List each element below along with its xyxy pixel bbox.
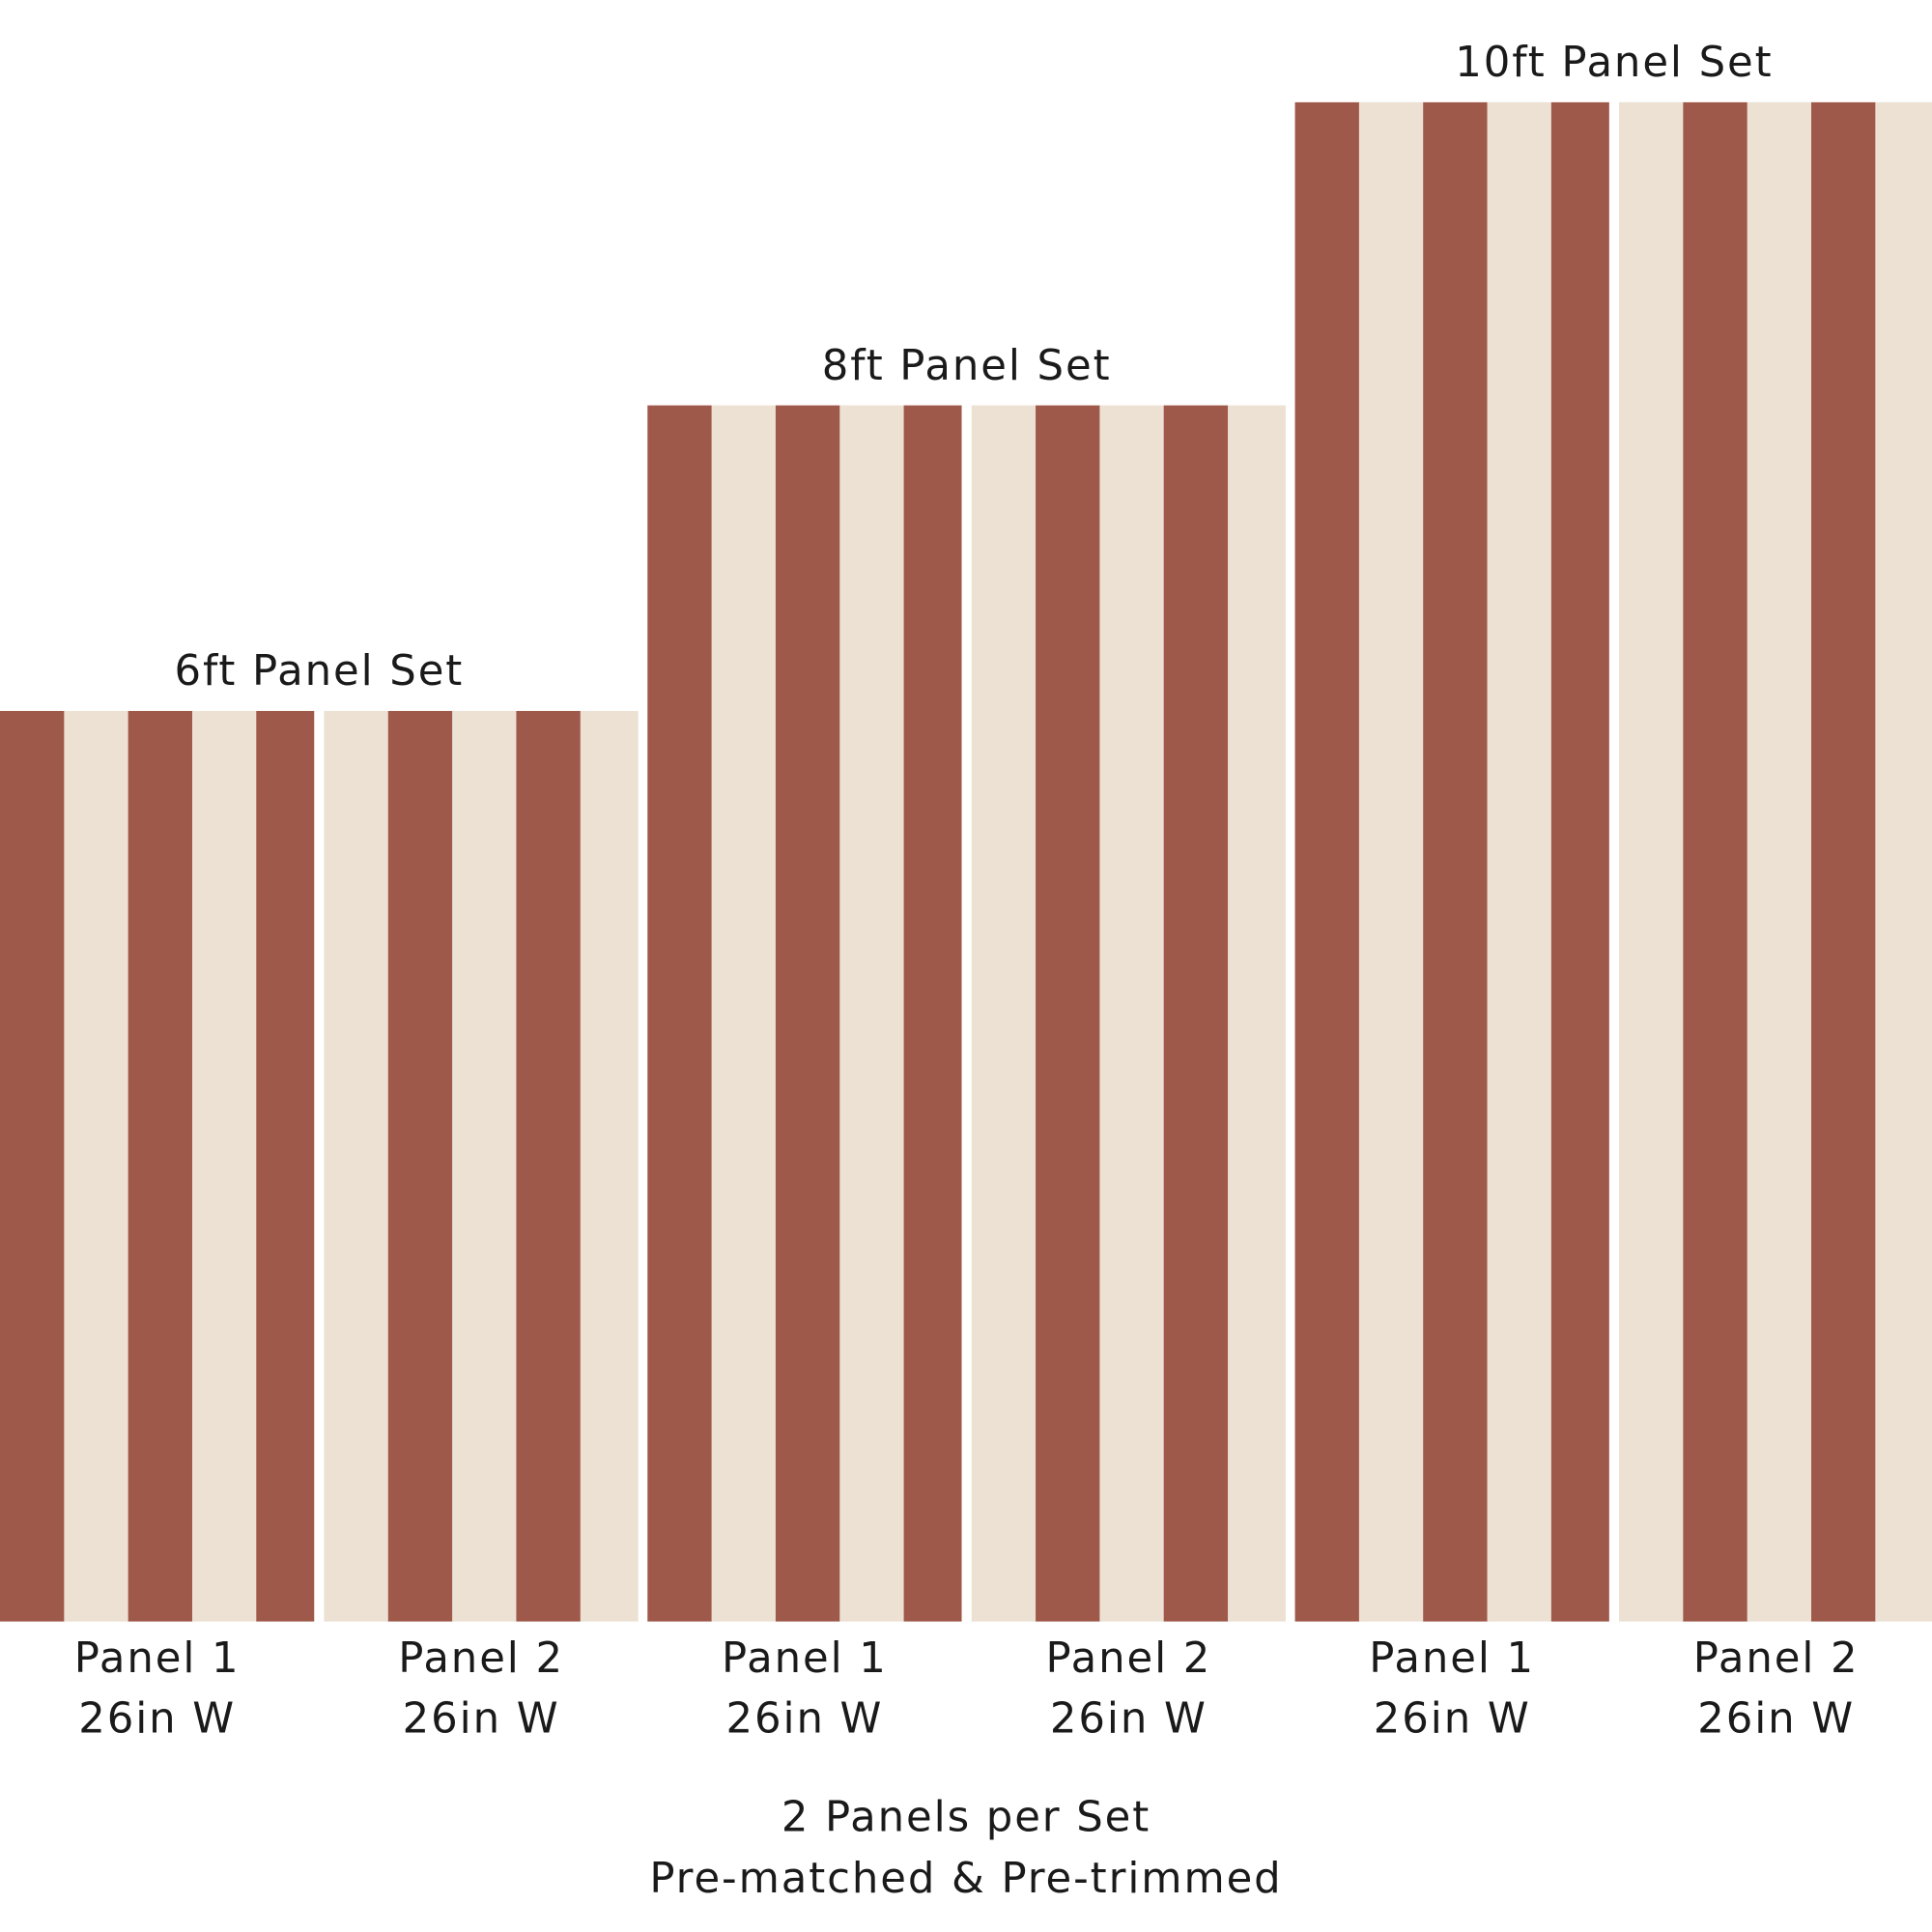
panel-stripe [1550,101,1609,1622]
panel-stripe [1423,101,1489,1622]
panel-width: 26in W [1697,1694,1855,1743]
panel-stripe [1875,101,1932,1622]
panel-stripe [1811,101,1876,1622]
panel-stripe [1747,101,1812,1622]
panel-name: Panel 1 [74,1634,241,1683]
panel-stripe [1228,405,1286,1622]
panel-width: 26in W [78,1694,236,1743]
panel-stripe [580,710,639,1622]
panel-stripe [452,710,518,1622]
footer-line: Pre-matched & Pre-trimmed [649,1855,1282,1903]
panel-width: 26in W [1374,1694,1531,1743]
panel-name: Panel 1 [1369,1634,1535,1683]
panel-name: Panel 2 [1693,1634,1860,1683]
panel-width: 26in W [403,1694,560,1743]
panel-stripe [128,710,193,1622]
panel-stripe [775,405,840,1622]
panel-stripe [516,710,582,1622]
panel-stripe [1487,101,1552,1622]
panel-stripe [1294,101,1360,1622]
panel-stripe [324,710,389,1622]
panel-stripe [1683,101,1748,1622]
panel-name: Panel 2 [398,1634,564,1683]
footer-line: 2 Panels per Set [781,1793,1151,1841]
panel-stripe [647,405,713,1622]
panel-width: 26in W [725,1694,883,1743]
panel-stripe [839,405,905,1622]
panel-stripe [903,405,962,1622]
panel-stripe [64,710,129,1622]
panel-stripe [1619,101,1684,1622]
set-title: 10ft Panel Set [1455,39,1773,87]
panel-stripe [1099,405,1165,1622]
panel-width: 26in W [1050,1694,1208,1743]
panel-stripe [1358,101,1424,1622]
panel-stripe [256,710,315,1622]
panel-stripe [387,710,453,1622]
set-title: 6ft Panel Set [175,647,465,696]
panel-stripe [1163,405,1229,1622]
panel-stripe [1036,405,1101,1622]
panel-name: Panel 2 [1045,1634,1211,1683]
panel-name: Panel 1 [722,1634,888,1683]
panel-stripe [191,710,257,1622]
set-title: 8ft Panel Set [822,342,1112,390]
panel-stripe [0,710,65,1622]
panel-stripe [971,405,1037,1622]
panel-stripe [711,405,777,1622]
